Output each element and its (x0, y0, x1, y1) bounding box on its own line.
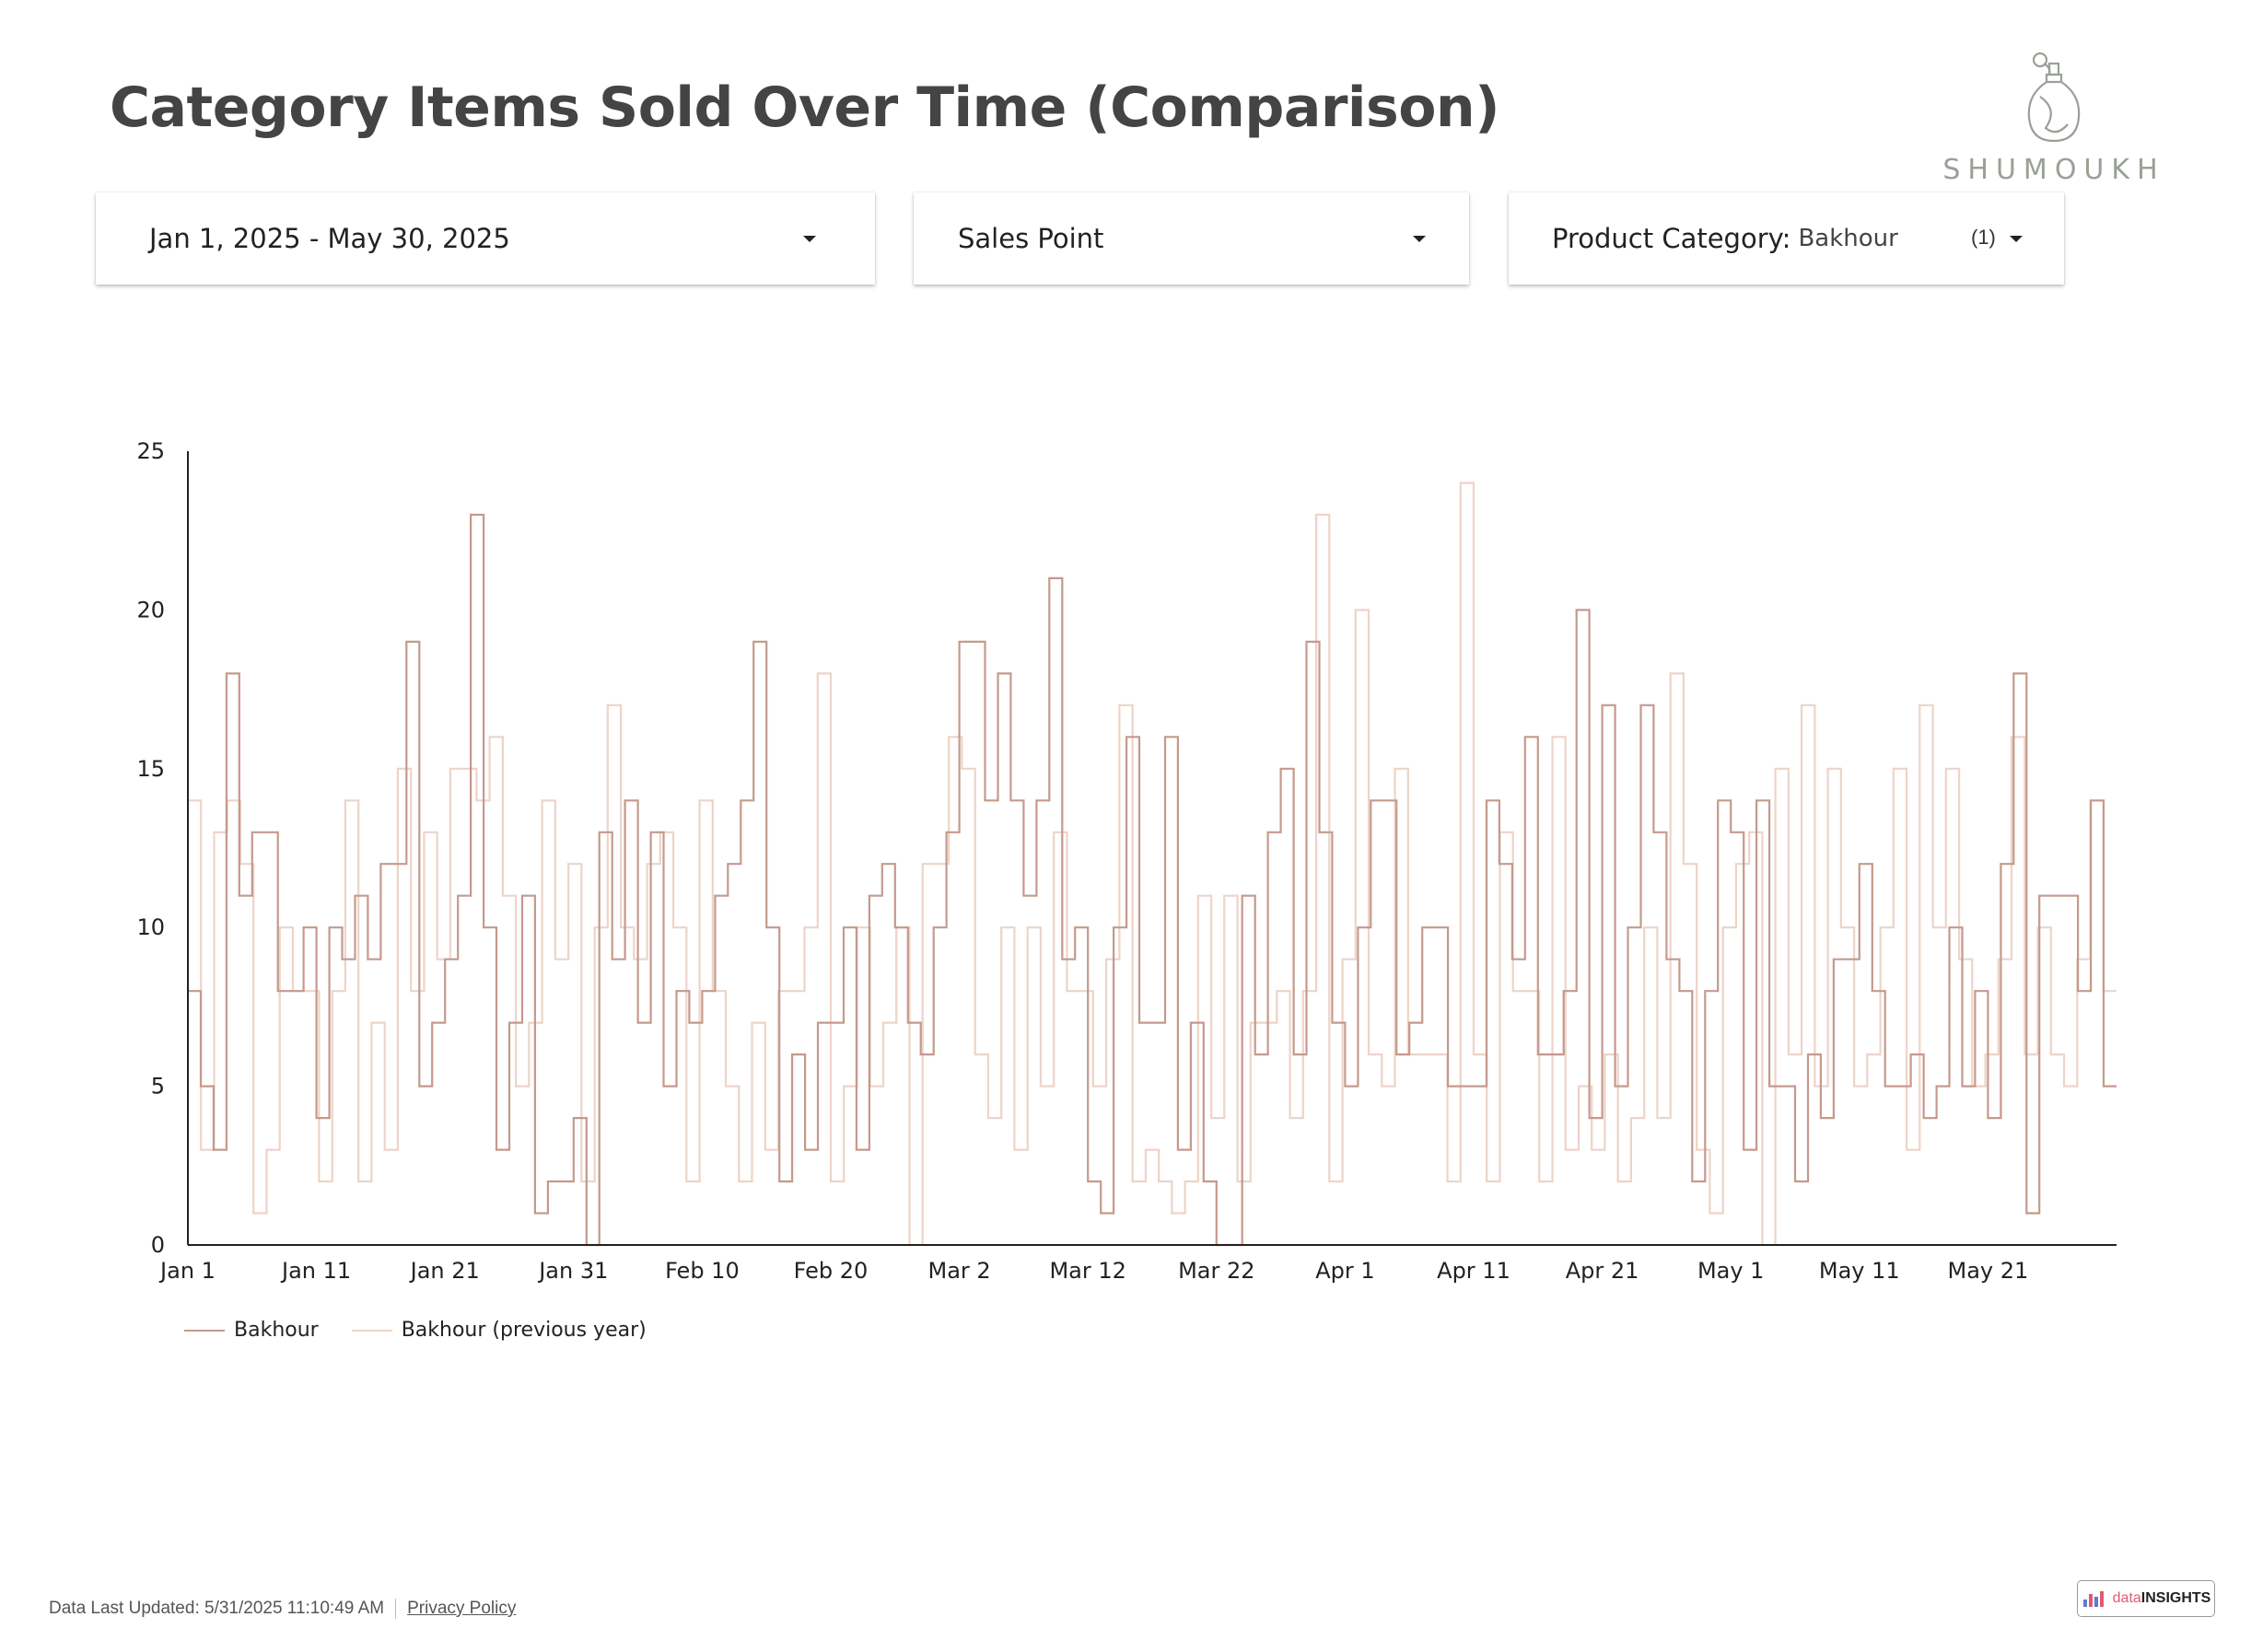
footer-divider (395, 1599, 397, 1619)
badge-text-insights: INSIGHTS (2140, 1590, 2211, 1606)
x-tick-label: Apr 11 (1437, 1258, 1510, 1284)
y-tick-label: 25 (136, 438, 165, 464)
x-tick-label: Apr 21 (1566, 1258, 1639, 1284)
x-tick-label: Feb 20 (794, 1258, 869, 1284)
x-tick-label: May 11 (1819, 1258, 1900, 1284)
selection-count-badge: (1) (1971, 226, 1996, 249)
chevron-down-icon (1413, 236, 1426, 242)
y-tick-label: 10 (136, 914, 165, 940)
bar-chart-icon (2082, 1591, 2104, 1607)
product-category-label: Product Category: (1552, 223, 1791, 254)
perfume-bottle-icon (2027, 52, 2081, 143)
product-category-value: Bakhour (1798, 225, 1898, 252)
sales-point-filter[interactable]: Sales Point (914, 192, 1469, 285)
chevron-down-icon (2010, 236, 2023, 242)
x-tick-label: Apr 1 (1315, 1258, 1374, 1284)
y-tick-label: 15 (136, 756, 165, 782)
x-tick-label: Feb 10 (665, 1258, 740, 1284)
chart-legend: Bakhour Bakhour (previous year) (184, 1319, 680, 1342)
x-tick-label: Jan 21 (409, 1258, 480, 1284)
legend-item-current[interactable]: Bakhour (184, 1319, 319, 1342)
brand-logo: SHUMOUKH (1934, 51, 2174, 189)
chevron-down-icon (803, 236, 816, 242)
y-tick-label: 20 (136, 597, 165, 622)
legend-label-previous: Bakhour (previous year) (401, 1319, 647, 1342)
x-tick-label: Mar 22 (1178, 1258, 1254, 1284)
y-tick-label: 5 (151, 1074, 165, 1099)
data-insights-badge[interactable]: data INSIGHTS (2077, 1580, 2215, 1617)
legend-swatch-previous (351, 1329, 392, 1332)
footer: Data Last Updated: 5/31/2025 11:10:49 AM… (49, 1599, 516, 1619)
product-category-filter[interactable]: Product Category: Bakhour (1) (1509, 192, 2064, 285)
date-range-value: Jan 1, 2025 - May 30, 2025 (149, 223, 510, 254)
sales-point-label: Sales Point (958, 223, 1104, 254)
page-title: Category Items Sold Over Time (Compariso… (110, 76, 1500, 140)
x-tick-label: Jan 11 (280, 1258, 351, 1284)
x-tick-label: May 1 (1697, 1258, 1765, 1284)
date-range-picker[interactable]: Jan 1, 2025 - May 30, 2025 (96, 192, 875, 285)
legend-label-current: Bakhour (234, 1319, 319, 1342)
series-line-bakhour (188, 513, 2117, 1247)
last-updated-text: Data Last Updated: 5/31/2025 11:10:49 AM (49, 1599, 385, 1618)
x-tick-label: May 21 (1948, 1258, 2029, 1284)
privacy-policy-link[interactable]: Privacy Policy (407, 1599, 517, 1618)
x-tick-label: Mar 12 (1049, 1258, 1126, 1284)
x-tick-label: Jan 1 (158, 1258, 216, 1284)
badge-text-data: data (2112, 1590, 2141, 1606)
x-tick-label: Mar 2 (928, 1258, 991, 1284)
legend-swatch-current (184, 1329, 225, 1332)
legend-item-previous[interactable]: Bakhour (previous year) (351, 1319, 647, 1342)
step-line-chart: 0 5 10 15 20 25 Jan 1 Jan 11 Jan 21 Jan 31 Feb 10 F… (136, 438, 2117, 1284)
y-tick-label: 0 (151, 1232, 165, 1258)
x-tick-label: Jan 31 (537, 1258, 608, 1284)
brand-name: SHUMOUKH (1942, 154, 2165, 186)
series-line-bakhour-previous-year (188, 482, 2117, 1247)
